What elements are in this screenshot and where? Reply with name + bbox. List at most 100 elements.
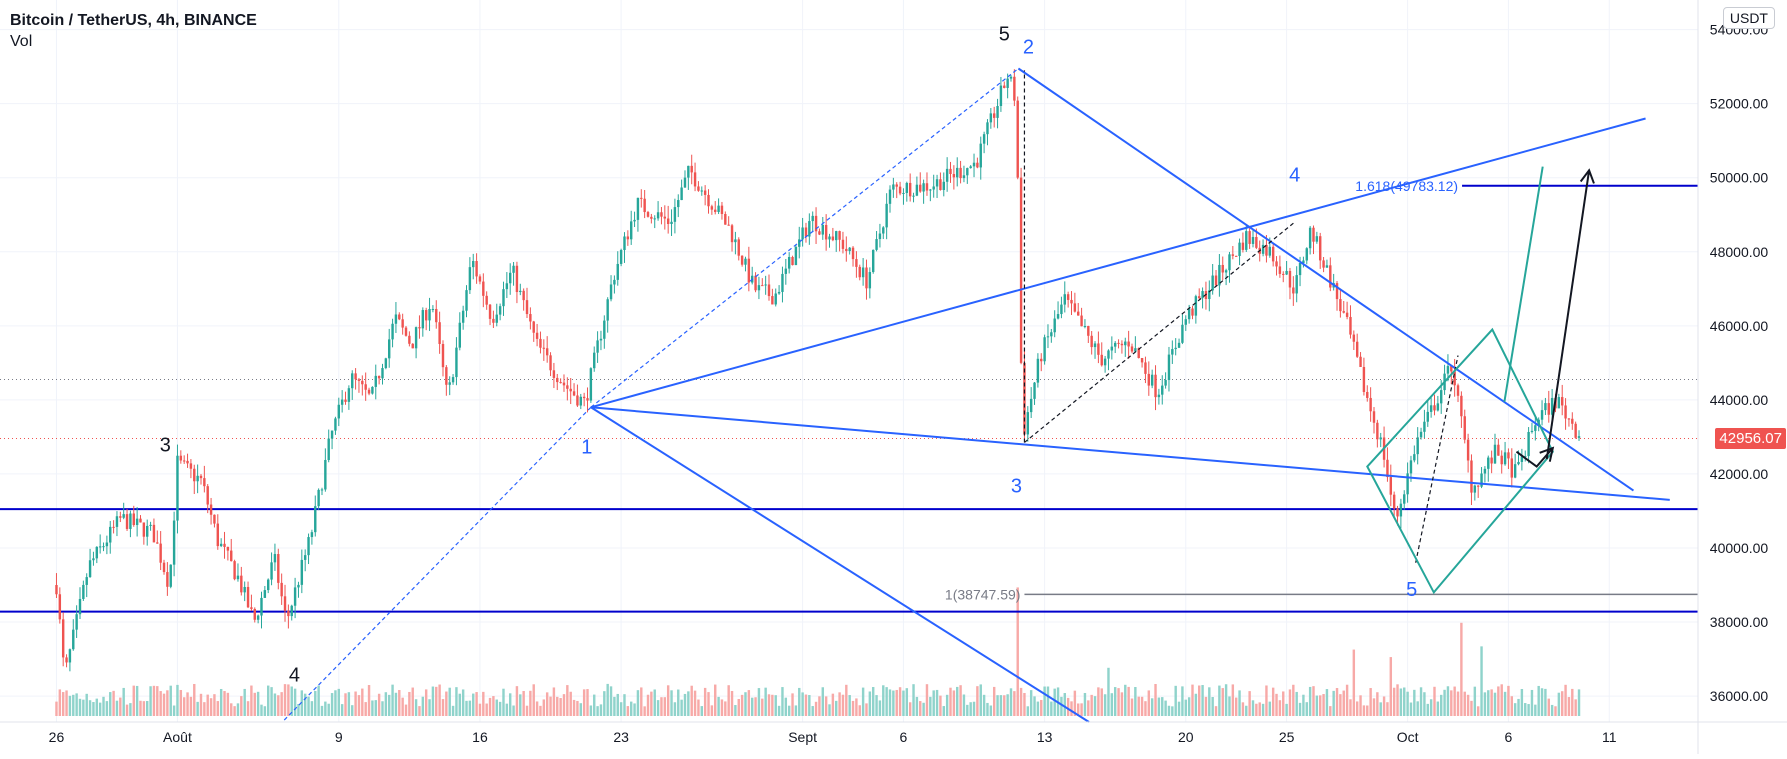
- volume-bar: [377, 693, 381, 716]
- candle: [95, 546, 99, 559]
- candle: [1510, 458, 1514, 478]
- candle: [838, 231, 841, 240]
- volume-bar: [764, 687, 767, 716]
- candle: [707, 194, 710, 207]
- candle: [337, 404, 341, 419]
- candle: [1308, 227, 1312, 249]
- y-tick-label: 40000.00: [1710, 540, 1769, 556]
- candle: [952, 174, 956, 178]
- candle: [1201, 291, 1204, 299]
- volume-bar: [966, 704, 969, 716]
- volume-bar: [1436, 701, 1440, 716]
- currency-button[interactable]: USDT: [1722, 7, 1775, 29]
- volume-bar: [744, 692, 747, 716]
- volume-bar: [428, 699, 431, 716]
- volume-bar: [1097, 687, 1100, 716]
- volume-bar: [1510, 696, 1514, 716]
- candle: [717, 205, 720, 212]
- volume-bar: [677, 689, 680, 716]
- volume-bar: [1443, 689, 1446, 716]
- candle: [72, 629, 75, 650]
- volume-bar: [283, 684, 287, 716]
- candle: [1130, 346, 1134, 352]
- trend-line: [1024, 221, 1296, 443]
- candle: [935, 179, 939, 187]
- candle: [1362, 366, 1366, 392]
- candle: [1117, 342, 1120, 344]
- candle: [1369, 397, 1372, 412]
- candle: [811, 215, 814, 222]
- candle: [1339, 299, 1342, 312]
- candle: [1043, 337, 1046, 362]
- volume-bar: [754, 697, 757, 716]
- volume-bar: [1268, 701, 1272, 716]
- volume-bar: [152, 685, 156, 716]
- candle: [277, 554, 280, 583]
- candle: [172, 520, 176, 565]
- volume-bar: [572, 699, 576, 716]
- candle: [549, 355, 552, 371]
- wave-label: 3: [160, 435, 171, 457]
- volume-bar: [1557, 692, 1561, 716]
- volume-bar: [351, 705, 354, 716]
- candle: [875, 239, 878, 250]
- volume-indicator-label[interactable]: Vol: [10, 33, 33, 50]
- volume-bar: [411, 687, 414, 716]
- volume-bar: [680, 699, 683, 716]
- candle: [529, 314, 532, 322]
- volume-bar: [1574, 699, 1577, 716]
- volume-bar: [865, 703, 868, 716]
- volume-bar: [277, 695, 280, 716]
- volume-bar: [1187, 697, 1191, 716]
- volume-bar: [851, 700, 855, 716]
- candle: [1557, 397, 1561, 409]
- candle: [1406, 473, 1409, 495]
- candle: [1093, 343, 1097, 348]
- volume-bar: [1446, 686, 1450, 716]
- candle: [1480, 473, 1483, 487]
- volume-bar: [293, 688, 297, 716]
- volume-bar: [693, 690, 697, 716]
- volume-bar: [1362, 705, 1366, 716]
- volume-bar: [193, 683, 196, 716]
- volume-bar: [545, 692, 549, 716]
- volume-bar: [556, 696, 559, 716]
- volume-bar: [253, 692, 256, 716]
- candle: [250, 607, 253, 609]
- x-tick-label: 26: [49, 729, 65, 745]
- volume-bar: [613, 696, 616, 716]
- candle: [1013, 76, 1016, 101]
- volume-bar: [1288, 689, 1292, 716]
- candle: [512, 265, 515, 273]
- volume-bar: [670, 690, 673, 716]
- volume-bar: [1345, 684, 1349, 716]
- candle: [1564, 405, 1567, 419]
- candle: [203, 478, 206, 487]
- volume-bar: [798, 687, 801, 716]
- trend-line: [281, 406, 592, 723]
- horizontal-lines: [0, 379, 1698, 613]
- volume-bar: [1194, 693, 1198, 716]
- candle: [263, 590, 267, 598]
- candle: [613, 279, 616, 285]
- volume-bar: [139, 700, 142, 716]
- candle: [92, 558, 95, 561]
- candle: [791, 257, 794, 266]
- candle: [1164, 380, 1167, 386]
- symbol-title[interactable]: Bitcoin / TetherUS, 4h, BINANCE: [10, 12, 257, 29]
- candle: [1097, 343, 1100, 355]
- candle: [1241, 242, 1245, 250]
- volume-bar: [223, 691, 226, 716]
- volume-bar: [142, 701, 146, 716]
- volume-bar: [488, 697, 492, 716]
- candle: [949, 168, 952, 175]
- volume-bar: [256, 691, 260, 716]
- volume-bar: [982, 694, 986, 716]
- trend-line: [1503, 166, 1544, 402]
- volume-bar: [824, 696, 828, 716]
- candle: [1251, 236, 1255, 244]
- candle: [1476, 485, 1480, 487]
- candle: [683, 177, 687, 188]
